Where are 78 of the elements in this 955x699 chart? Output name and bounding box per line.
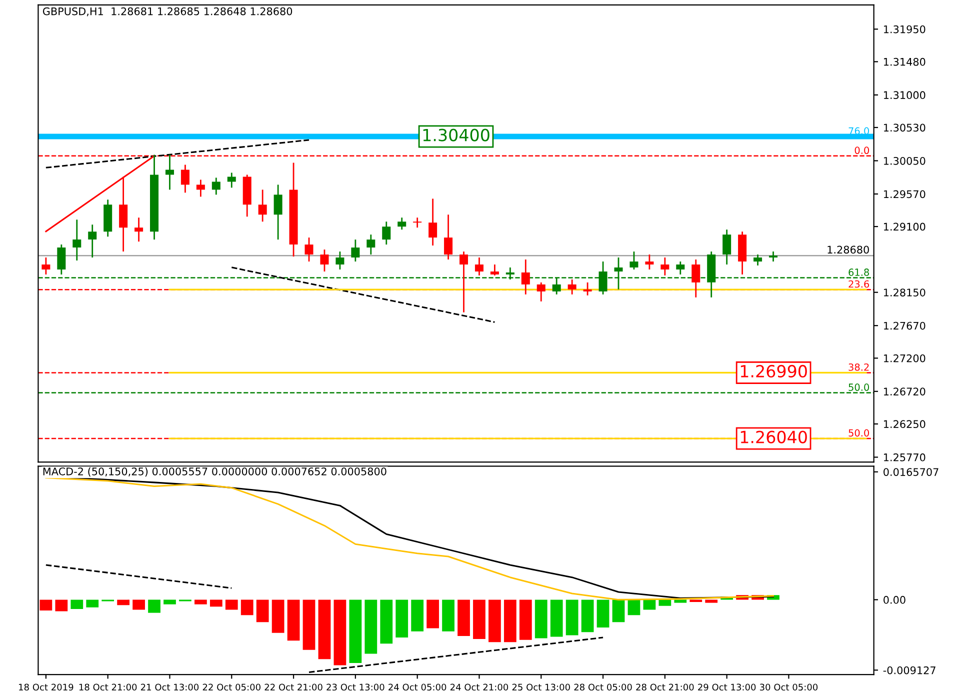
- y-tick-label: 1.31950: [884, 25, 926, 34]
- candlestick: [474, 256, 484, 276]
- candlestick: [320, 248, 329, 272]
- candlestick: [692, 258, 700, 298]
- candlestick: [165, 154, 174, 190]
- y-tick-label: 1.30530: [884, 124, 926, 132]
- candlestick: [304, 236, 314, 262]
- y-tick-label: 1.31480: [884, 58, 926, 66]
- x-tick-label: 24 Oct 21:00: [450, 684, 508, 691]
- candlestick: [413, 216, 422, 228]
- y-tick-label: 1.25770: [884, 453, 926, 462]
- candlestick: [212, 177, 220, 196]
- x-tick-label: 25 Oct 13:00: [512, 684, 570, 691]
- y-tick-label: 0.00: [884, 596, 906, 604]
- candlestick: [180, 164, 190, 194]
- x-tick-label: 30 Oct 05:00: [760, 684, 818, 691]
- x-tick-label: 24 Oct 05:00: [388, 684, 446, 691]
- y-tick-label: 1.27670: [884, 322, 926, 330]
- candlestick: [583, 282, 592, 296]
- annotation: 50.0: [848, 429, 869, 437]
- annotation: 23.6: [848, 280, 870, 288]
- y-tick-label: 1.29570: [884, 190, 926, 198]
- candlestick: [72, 218, 82, 262]
- candlestick: [645, 254, 654, 270]
- candlestick: [459, 250, 468, 314]
- candlestick: [258, 188, 267, 222]
- candlestick: [722, 228, 732, 266]
- ref-line-label: 1.30400: [423, 128, 490, 142]
- y-tick-label: -0.009127: [883, 666, 936, 674]
- candlestick: [88, 224, 97, 258]
- y-tick-label: 1.28150: [884, 288, 926, 296]
- candlestick: [134, 216, 144, 242]
- annotation: 38.2: [848, 363, 869, 371]
- x-tick-label: 22 Oct 21:00: [264, 684, 322, 691]
- x-tick-label: 21 Oct 13:00: [140, 684, 199, 691]
- ref-line-label: 1.28680: [828, 246, 869, 254]
- y-tick-label: 1.29100: [884, 222, 926, 231]
- y-tick-label: 1.26720: [884, 388, 926, 396]
- chart-title: GBPUSD,H1 1.28681 1.28685 1.28648 1.28680: [42, 7, 292, 16]
- x-tick-label: 28 Oct 21:00: [636, 684, 694, 691]
- y-tick-label: 1.26250: [884, 420, 926, 428]
- candlestick: [490, 264, 499, 276]
- candlestick: [660, 256, 670, 276]
- annotation: 61.8: [848, 268, 869, 276]
- candlestick: [630, 250, 638, 270]
- candlestick: [398, 216, 406, 230]
- candlestick: [196, 179, 205, 198]
- candlestick: [351, 238, 360, 262]
- candlestick: [428, 198, 438, 246]
- ref-line-label: 1.26040: [740, 430, 807, 444]
- candlestick: [754, 254, 762, 266]
- annotation: 0.0: [854, 146, 869, 154]
- candlestick: [768, 250, 778, 262]
- y-tick-label: 1.31000: [884, 91, 926, 100]
- candlestick: [366, 234, 376, 256]
- candlestick: [568, 278, 576, 296]
- x-tick-label: 22 Oct 05:00: [202, 684, 260, 691]
- candlestick: [521, 258, 530, 296]
- annotation: 50.0: [848, 384, 869, 391]
- y-tick-label: 1.30050: [884, 156, 926, 165]
- candlestick: [227, 172, 236, 188]
- candlestick: [42, 256, 50, 276]
- candlestick: [57, 244, 66, 276]
- candlestick: [336, 250, 344, 270]
- y-tick-label: 1.27200: [884, 354, 926, 362]
- candlestick: [676, 260, 685, 276]
- candlestick: [536, 282, 546, 302]
- y-tick-label: 0.0165707: [884, 468, 938, 476]
- x-tick-label: 18 Oct 21:00: [79, 684, 137, 691]
- x-tick-label: 29 Oct 13:00: [698, 684, 756, 691]
- candlestick: [274, 184, 282, 240]
- x-tick-label: 23 Oct 13:00: [326, 684, 384, 691]
- ref-line-label: 1.26990: [740, 364, 807, 378]
- chart-title: MACD-2 (50,150,25) 0.0005557 0.0000000 0.0007652 0.0005800: [43, 467, 386, 477]
- x-tick-label: 28 Oct 05:00: [574, 684, 632, 691]
- candlestick: [444, 214, 453, 260]
- x-tick-label: 18 Oct 2019: [19, 684, 74, 691]
- candlestick: [382, 220, 391, 246]
